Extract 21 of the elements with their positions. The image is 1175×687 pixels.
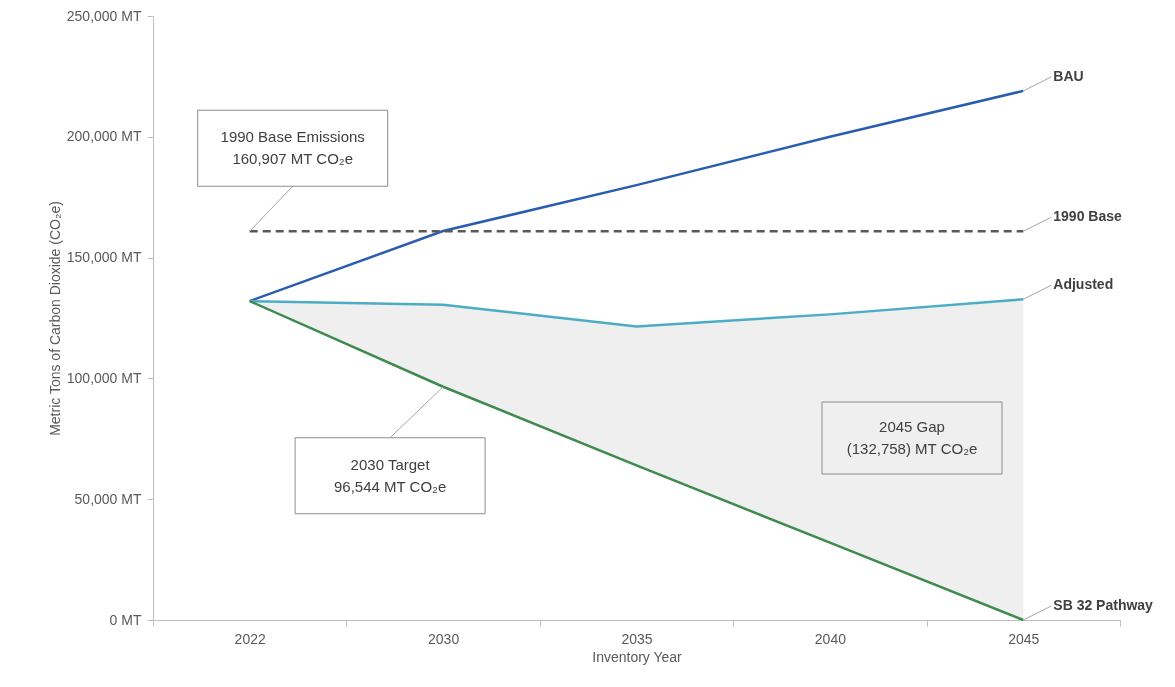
- line-series: [248, 298, 1025, 328]
- x-tick-label: 2045: [1008, 630, 1040, 647]
- x-tick-label: 2030: [428, 630, 460, 647]
- annotation: 1990 Base Emissions 160,907 MT CO₂e: [220, 128, 365, 168]
- x-tick-label: 2040: [814, 630, 847, 647]
- y-tick-label: 250,000 MT: [66, 7, 142, 24]
- text: 1990 Base: [1053, 208, 1123, 225]
- annotation: 2030 Target 96,544 MT CO₂e: [333, 455, 447, 495]
- text: SB 32 Pathway: [1053, 597, 1154, 613]
- annotation: 2045 Gap (132,758) MT CO₂e: [846, 418, 978, 457]
- y-tick-label: 150,000 MT: [66, 249, 142, 266]
- y-tick-label: 100,000 MT: [66, 369, 142, 386]
- y-tick-label: 0 MT: [109, 611, 142, 628]
- text: Adjusted: [1053, 276, 1114, 293]
- y-axis-title: Metric Tons of Carbon Dioxide (CO₂e): [46, 201, 63, 436]
- y-tick-label: 200,000 MT: [66, 128, 142, 145]
- text: BAU: [1053, 67, 1084, 84]
- y-tick-label: 50,000 MT: [74, 490, 142, 507]
- x-tick-label: 2035: [621, 630, 653, 647]
- x-axis-title: Inventory Year: [592, 648, 683, 665]
- x-tick-label: 2022: [234, 630, 266, 647]
